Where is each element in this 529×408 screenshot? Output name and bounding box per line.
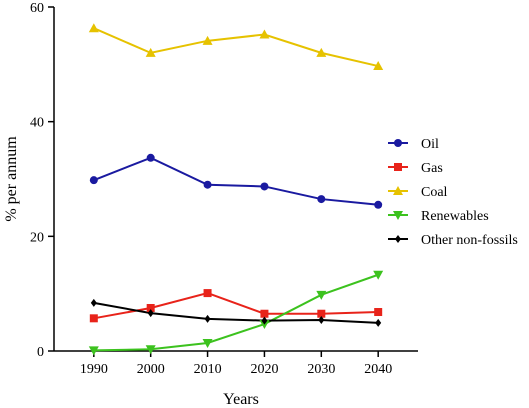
legend-marker-other-non-fossils <box>395 235 401 243</box>
data-point-oil-2000 <box>146 153 155 162</box>
plot-lines <box>93 27 379 352</box>
data-point-gas-2020 <box>260 309 269 318</box>
y-ticks: 0 20 40 60 <box>30 1 54 360</box>
legend-label-renewables: Renewables <box>421 209 489 224</box>
data-point-oil-2020 <box>260 182 269 191</box>
data-point-renewables-2010 <box>202 338 213 348</box>
data-point-gas-1990 <box>89 314 98 323</box>
series-line-renewables <box>93 273 379 352</box>
x-ticks: 1990 2000 2010 2020 2030 2040 <box>80 351 392 377</box>
axes <box>53 7 418 352</box>
legend: Oil Gas Coal Renewables Other non-fossils <box>388 137 518 248</box>
legend-marker-oil <box>394 139 402 147</box>
data-point-gas-2000 <box>146 304 155 312</box>
data-point-other-non-fossils-2020 <box>261 316 268 325</box>
legend-label-oil: Oil <box>421 137 439 152</box>
plot-markers <box>88 23 384 356</box>
data-point-other-non-fossils-2000 <box>147 309 154 318</box>
x-tick-label-1990: 1990 <box>80 362 108 377</box>
data-point-renewables-2000 <box>145 345 156 355</box>
y-tick-label-0: 0 <box>37 345 44 360</box>
data-point-coal-2000 <box>145 47 156 57</box>
x-tick-label-2020: 2020 <box>250 362 278 377</box>
x-tick-label-2040: 2040 <box>364 362 392 377</box>
data-point-gas-2010 <box>203 289 212 298</box>
data-point-coal-2040 <box>373 61 384 71</box>
x-tick-label-2000: 2000 <box>137 362 165 377</box>
legend-label-coal: Coal <box>421 185 448 200</box>
y-axis-title: % per annum <box>3 136 20 222</box>
legend-label-gas: Gas <box>421 161 443 176</box>
data-point-oil-1990 <box>89 176 98 185</box>
series-line-coal <box>93 27 379 68</box>
series-line-other-non-fossils <box>93 301 379 324</box>
y-tick-label-40: 40 <box>30 116 44 131</box>
series-line-gas <box>93 292 379 320</box>
data-point-oil-2040 <box>374 200 383 209</box>
legend-marker-gas <box>394 163 402 171</box>
data-point-renewables-1990 <box>88 346 99 356</box>
data-point-other-non-fossils-1990 <box>90 298 97 307</box>
data-point-coal-2010 <box>202 35 213 45</box>
x-axis-title: Years <box>223 391 259 408</box>
y-tick-label-60: 60 <box>30 1 44 16</box>
data-point-renewables-2030 <box>316 290 327 300</box>
data-point-oil-2010 <box>203 180 212 189</box>
legend-marker-coal <box>393 186 403 195</box>
data-point-other-non-fossils-2010 <box>204 314 211 323</box>
data-point-other-non-fossils-2040 <box>375 318 382 327</box>
x-tick-label-2030: 2030 <box>307 362 335 377</box>
data-point-coal-2030 <box>316 47 327 57</box>
data-point-other-non-fossils-2030 <box>318 316 325 325</box>
x-tick-label-2010: 2010 <box>194 362 222 377</box>
legend-marker-renewables <box>393 211 403 220</box>
legend-label-other-non-fossils: Other non-fossils <box>421 233 518 248</box>
y-tick-label-20: 20 <box>30 230 44 245</box>
data-point-coal-2020 <box>259 29 270 39</box>
data-point-gas-2040 <box>374 308 383 317</box>
data-point-coal-1990 <box>88 23 99 33</box>
series-line-oil <box>93 156 379 206</box>
data-point-oil-2030 <box>317 195 326 204</box>
data-point-gas-2030 <box>317 309 326 318</box>
data-point-renewables-2040 <box>373 270 384 280</box>
